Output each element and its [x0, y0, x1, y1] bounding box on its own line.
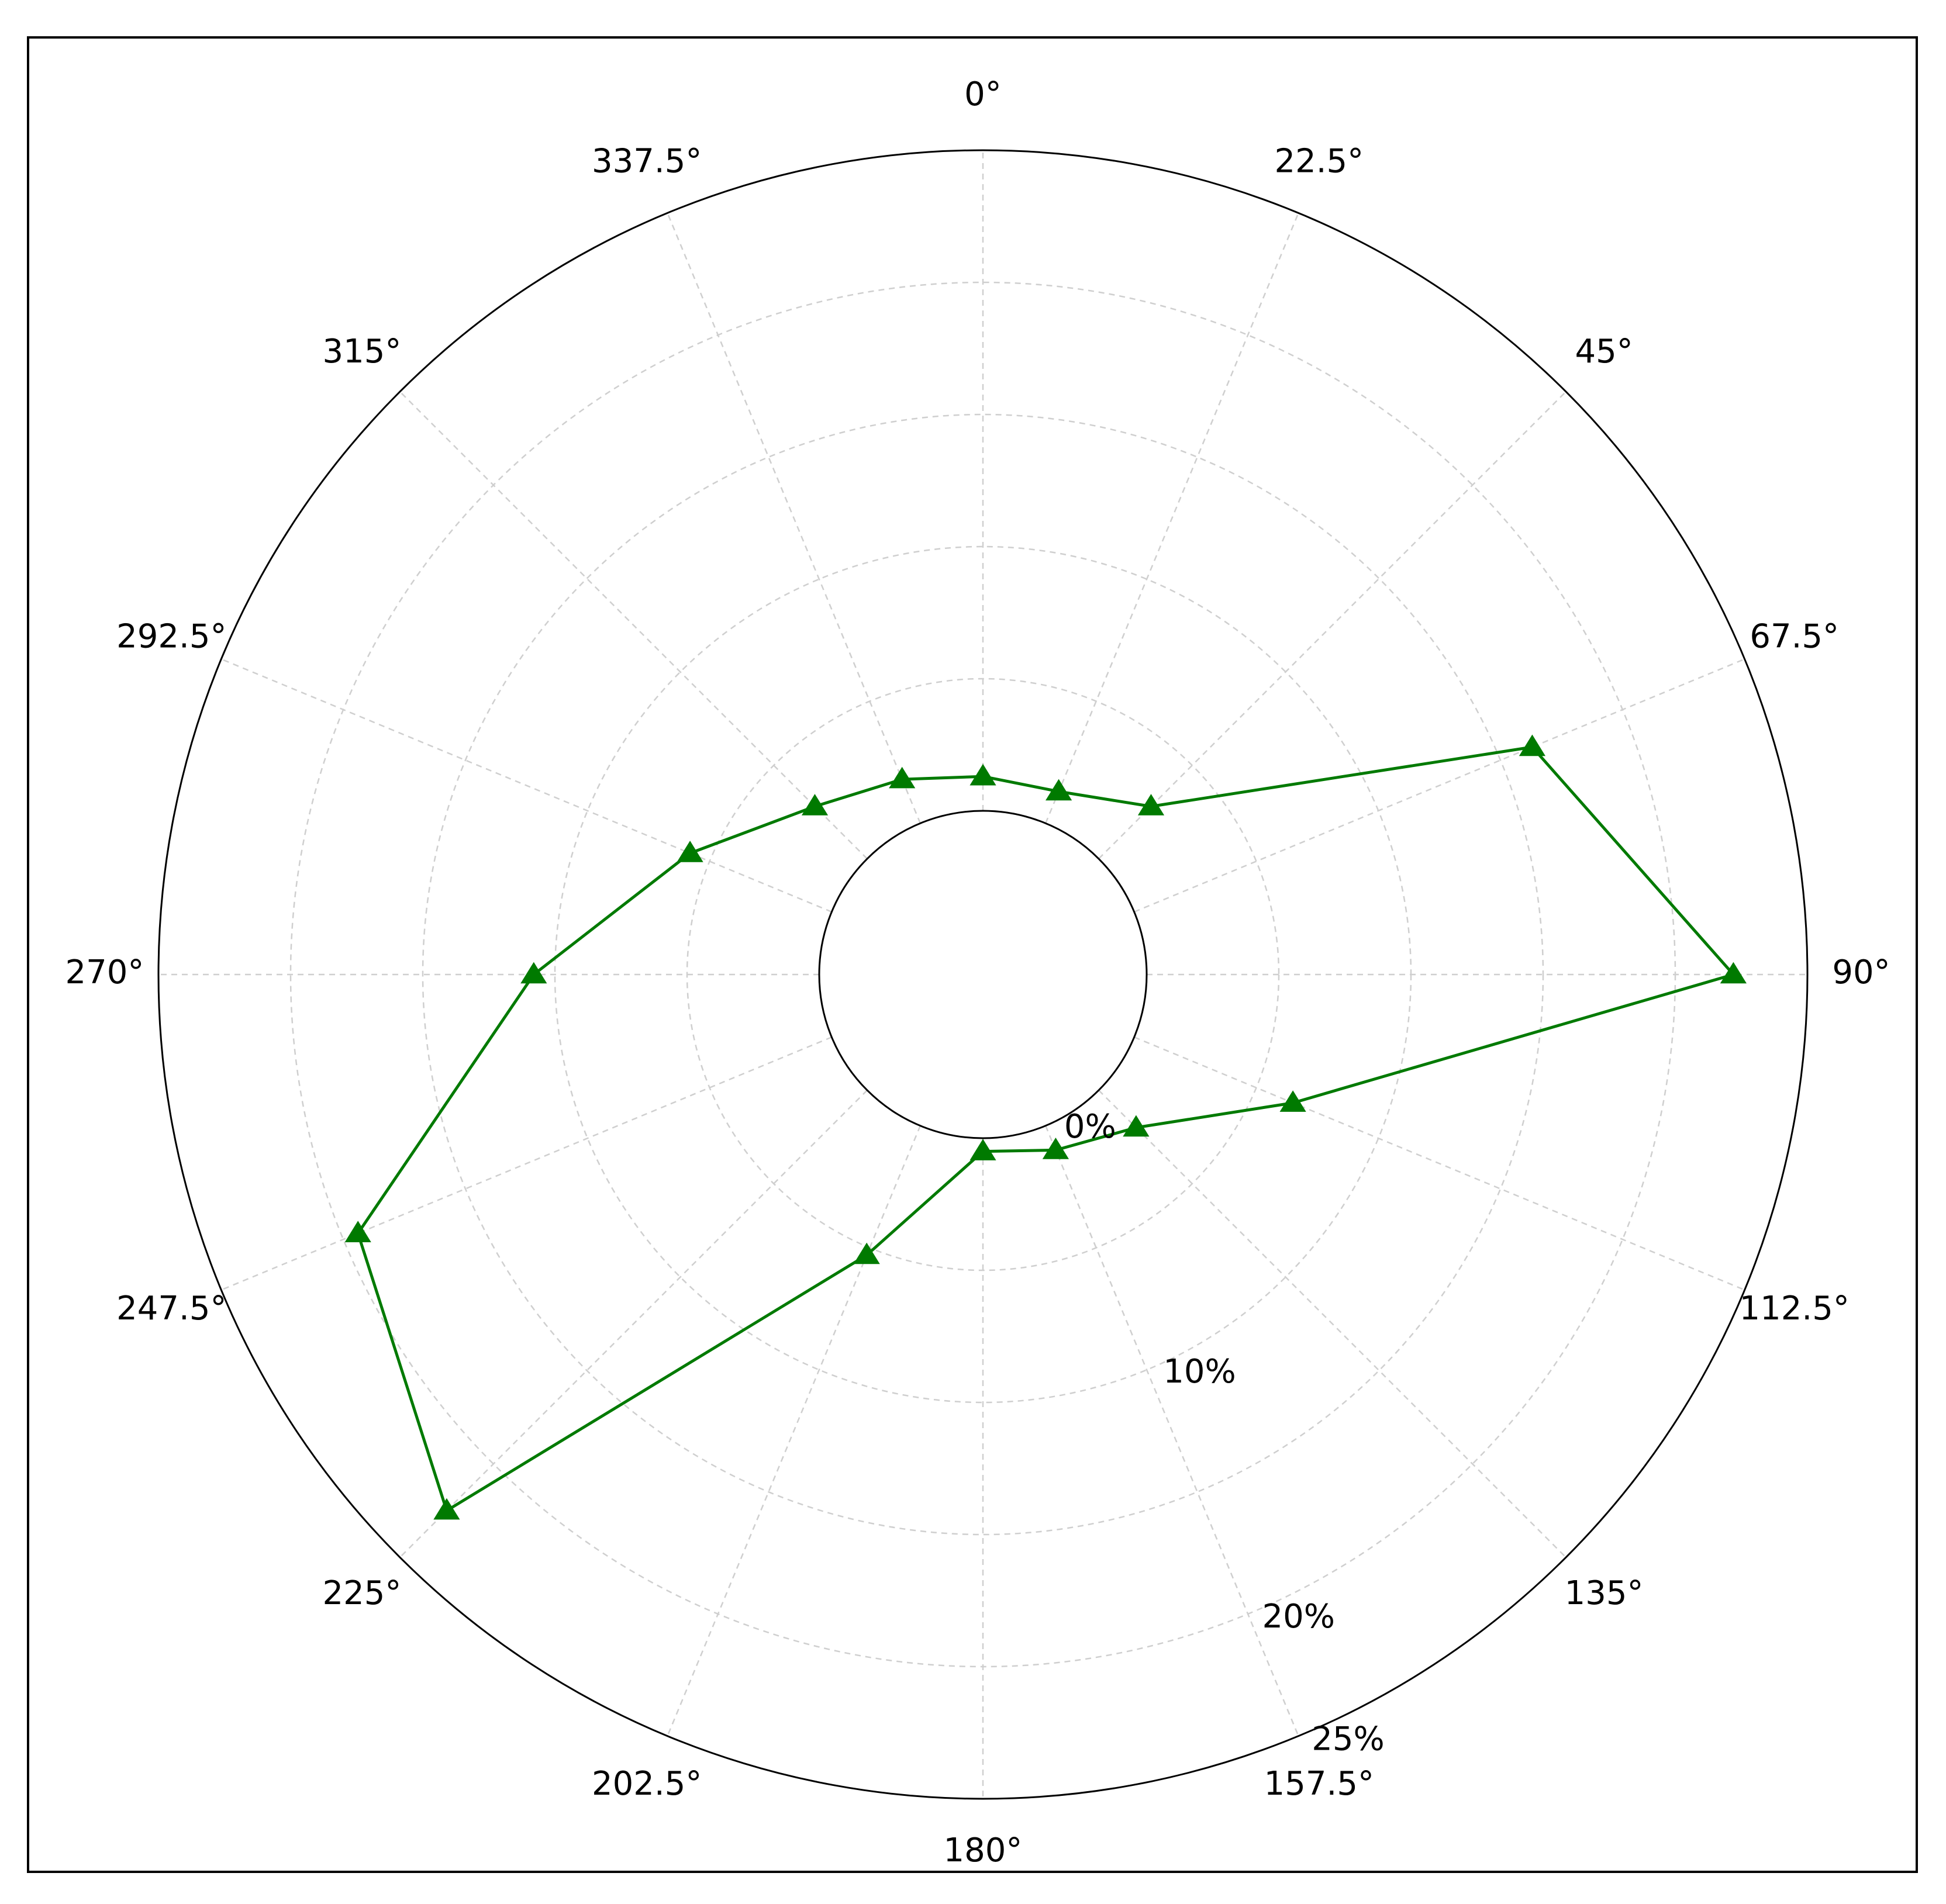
angle-label: 112.5° [1740, 1290, 1850, 1328]
series-line [356, 745, 1735, 1512]
angle-label: 157.5° [1264, 1765, 1374, 1803]
angle-label: 315° [322, 333, 401, 371]
radial-tick-label: 25% [1312, 1720, 1384, 1758]
data-point-marker [969, 763, 996, 786]
data-point-marker [344, 1221, 371, 1242]
angle-label: 67.5° [1750, 617, 1839, 655]
grid-ring [554, 545, 1412, 1404]
polar-grid [158, 150, 1807, 1799]
radial-tick-label: 20% [1262, 1598, 1335, 1636]
grid-spoke [1134, 658, 1745, 913]
angle-label: 225° [322, 1574, 401, 1612]
data-point-marker [433, 1498, 460, 1520]
angle-label: 45° [1575, 333, 1633, 371]
chart-frame [27, 36, 1918, 1873]
data-point-marker [969, 1139, 996, 1160]
grid-spoke [220, 658, 832, 913]
data-point-marker [853, 1242, 880, 1264]
data-point-marker [801, 794, 829, 815]
data-point-marker [1042, 1137, 1069, 1159]
angle-label: 202.5° [592, 1765, 702, 1803]
label-layer: 0° 22.5° 45° 67.5° 90° 112.5° 135° 157.5° 180° 20… [65, 75, 1890, 1870]
data-point-marker [520, 962, 547, 984]
polar-axes [157, 149, 1809, 1800]
radial-tick-label: 10% [1163, 1353, 1236, 1391]
grid-spoke [1044, 1125, 1299, 1737]
series-layer [344, 734, 1747, 1520]
angle-label: 135° [1565, 1574, 1644, 1612]
grid-spoke [667, 212, 922, 824]
angle-label: 270° [65, 953, 144, 991]
data-point-marker [1137, 794, 1165, 815]
angle-label: 337.5° [592, 142, 702, 180]
angle-label: 22.5° [1274, 142, 1364, 180]
data-point-marker [1279, 1090, 1306, 1112]
grid-spoke [220, 1036, 832, 1291]
grid-spoke [1134, 1036, 1745, 1291]
angle-label: 247.5° [116, 1290, 226, 1328]
outer-boundary-circle [157, 149, 1809, 1800]
grid-spoke [1098, 1090, 1567, 1558]
radial-tick-label: 0% [1064, 1108, 1116, 1146]
grid-spoke [399, 391, 868, 859]
grid-spoke [1098, 391, 1567, 859]
inner-zero-circle [818, 810, 1148, 1139]
angle-label: 180° [944, 1832, 1023, 1870]
grid-ring [422, 413, 1544, 1536]
angle-label: 90° [1832, 953, 1890, 991]
data-point-marker [1123, 1115, 1150, 1137]
grid-spoke [1044, 212, 1299, 824]
grid-spoke [667, 1125, 922, 1737]
angle-label: 0° [964, 75, 1002, 113]
data-point-marker [1519, 734, 1545, 756]
angle-label: 292.5° [116, 617, 226, 655]
data-point-marker [677, 841, 703, 862]
grid-spoke [399, 1090, 868, 1558]
data-point-marker [889, 766, 916, 789]
data-point-marker [1720, 962, 1747, 984]
data-point-marker [1046, 779, 1072, 801]
